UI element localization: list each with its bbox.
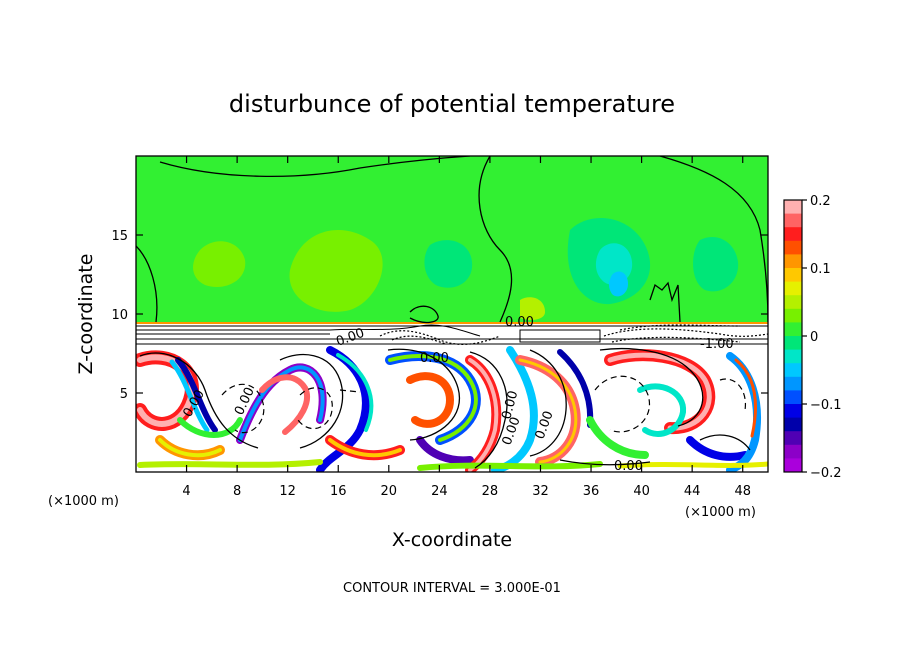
colorbar-swatch	[784, 444, 802, 459]
contour-label: 0.00	[505, 315, 534, 330]
colorbar-swatch	[784, 417, 802, 432]
x-tick-label: 8	[233, 484, 241, 499]
mid-band-stripes	[136, 324, 768, 345]
contour-label: 0.00	[420, 351, 449, 366]
colorbar-swatch	[784, 390, 802, 405]
y-tick-label: 15	[111, 229, 128, 244]
colorbar-swatch	[784, 376, 802, 391]
mid-band-dotted-contours	[379, 324, 768, 345]
colorbar-ticks: 0.2 0.1 0 −0.1 −0.2	[802, 194, 842, 481]
contour-label: -1.00	[700, 337, 734, 352]
colorbar-swatch	[784, 363, 802, 378]
colorbar-swatch	[784, 268, 802, 283]
x-tick-label: 12	[279, 484, 296, 499]
contour-label: 0.00	[614, 459, 643, 474]
x-axis-ticks: 4 8 12 16 20 24 28 32 36 40 44 48	[182, 156, 751, 499]
colorbar-swatch	[784, 240, 802, 255]
y-unit-label: (×1000 m)	[48, 494, 119, 509]
x-tick-label: 36	[583, 484, 600, 499]
colorbar	[783, 199, 803, 473]
x-axis-title: X-coordinate	[392, 529, 512, 551]
y-tick-label: 10	[111, 308, 128, 323]
lower-layer-eddies	[136, 346, 768, 472]
colorbar-swatch	[784, 200, 802, 215]
y-axis-title: Z-coordinate	[75, 254, 97, 375]
contour-interval-note: CONTOUR INTERVAL = 3.000E-01	[343, 581, 561, 596]
x-tick-label: 20	[381, 484, 398, 499]
colorbar-swatch	[784, 227, 802, 242]
upper-layer-patches	[193, 218, 739, 320]
x-tick-label: 24	[431, 484, 448, 499]
x-unit-label: (×1000 m)	[685, 505, 756, 520]
contour-label: 0.00	[499, 389, 521, 421]
colorbar-swatch	[784, 349, 802, 364]
colorbar-tick-label: −0.1	[810, 398, 842, 413]
x-tick-label: 16	[330, 484, 347, 499]
x-tick-label: 32	[532, 484, 549, 499]
colorbar-swatch	[784, 213, 802, 228]
colorbar-swatch	[784, 308, 802, 323]
chart-title: disturbunce of potential temperature	[229, 90, 675, 118]
colorbar-swatch	[784, 336, 802, 351]
contour-lines	[136, 156, 768, 469]
colorbar-swatch	[784, 295, 802, 310]
upper-layer-field	[136, 156, 768, 322]
colorbar-swatch	[784, 404, 802, 419]
y-tick-label: 5	[120, 387, 128, 402]
temperature-field	[136, 156, 768, 472]
x-tick-label: 44	[684, 484, 701, 499]
x-tick-label: 40	[633, 484, 650, 499]
colorbar-swatch	[784, 281, 802, 296]
x-tick-label: 48	[734, 484, 751, 499]
colorbar-tick-label: 0.1	[810, 262, 831, 277]
y-axis-ticks: 5 10 15	[111, 229, 768, 402]
colorbar-tick-label: 0.2	[810, 194, 831, 209]
colorbar-swatch	[784, 431, 802, 446]
colorbar-swatch	[784, 322, 802, 337]
x-tick-label: 28	[482, 484, 499, 499]
colorbar-tick-label: −0.2	[810, 466, 842, 481]
colorbar-swatch	[784, 254, 802, 269]
colorbar-tick-label: 0	[810, 330, 818, 345]
colorbar-swatch	[784, 458, 802, 473]
dashed-contour-lines	[221, 375, 747, 434]
x-tick-label: 4	[182, 484, 190, 499]
